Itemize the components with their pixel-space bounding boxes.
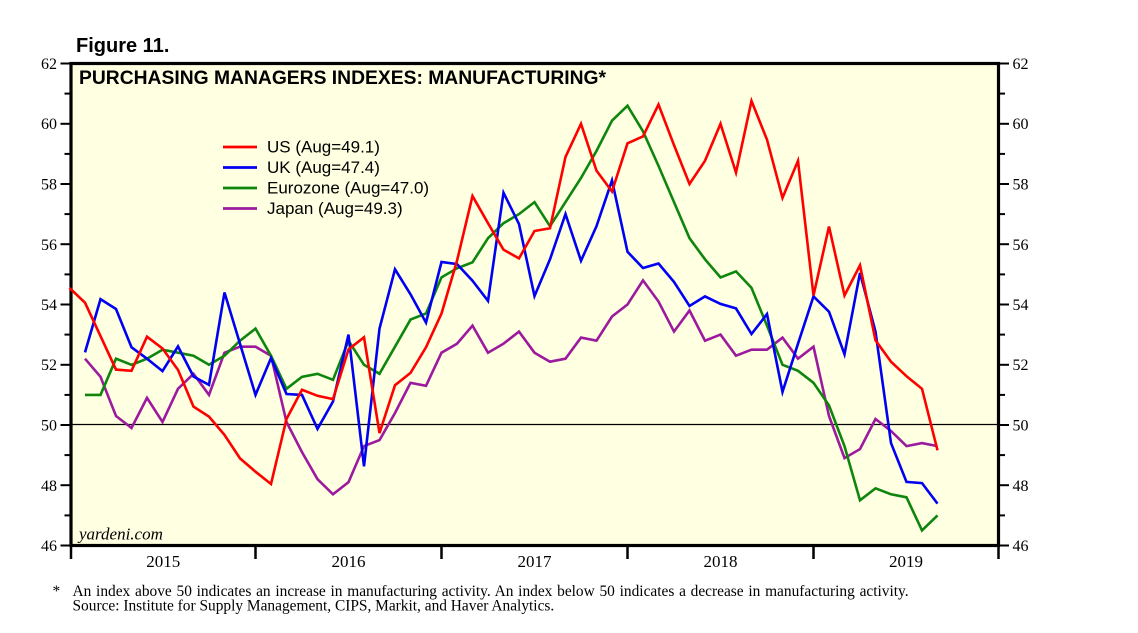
- svg-text:50: 50: [41, 418, 57, 435]
- svg-text:60: 60: [41, 116, 57, 133]
- svg-text:46: 46: [1013, 538, 1029, 555]
- svg-text:yardeni.com: yardeni.com: [77, 525, 163, 544]
- svg-text:54: 54: [1013, 297, 1029, 314]
- svg-text:2015: 2015: [146, 552, 180, 571]
- svg-text:2018: 2018: [704, 552, 738, 571]
- svg-text:60: 60: [1013, 116, 1029, 133]
- svg-text:PURCHASING MANAGERS INDEXES: M: PURCHASING MANAGERS INDEXES: MANUFACTURI…: [79, 68, 607, 89]
- svg-text:52: 52: [1013, 357, 1029, 374]
- svg-text:2016: 2016: [332, 552, 366, 571]
- svg-text:58: 58: [1013, 177, 1029, 194]
- svg-text:54: 54: [41, 297, 57, 314]
- svg-text:62: 62: [41, 56, 57, 73]
- svg-text:48: 48: [41, 478, 57, 495]
- svg-text:52: 52: [41, 357, 57, 374]
- svg-text:62: 62: [1013, 56, 1029, 73]
- svg-text:Figure 11.: Figure 11.: [76, 35, 169, 57]
- svg-text:46: 46: [41, 538, 57, 555]
- svg-text:*: *: [53, 583, 61, 600]
- svg-text:US (Aug=49.1): US (Aug=49.1): [267, 138, 380, 157]
- svg-text:56: 56: [41, 237, 57, 254]
- svg-text:Japan (Aug=49.3): Japan (Aug=49.3): [267, 199, 403, 218]
- svg-text:Source: Institute for Supply M: Source: Institute for Supply Management,…: [73, 598, 555, 615]
- svg-text:Eurozone (Aug=47.0): Eurozone (Aug=47.0): [267, 179, 429, 198]
- svg-text:UK (Aug=47.4): UK (Aug=47.4): [267, 158, 380, 177]
- svg-text:2017: 2017: [518, 552, 553, 571]
- svg-text:2019: 2019: [889, 552, 923, 571]
- svg-text:48: 48: [1013, 478, 1029, 495]
- svg-text:58: 58: [41, 177, 57, 194]
- svg-text:56: 56: [1013, 237, 1029, 254]
- svg-text:An index above 50 indicates an: An index above 50 indicates an increase …: [73, 583, 909, 600]
- svg-text:50: 50: [1013, 418, 1029, 435]
